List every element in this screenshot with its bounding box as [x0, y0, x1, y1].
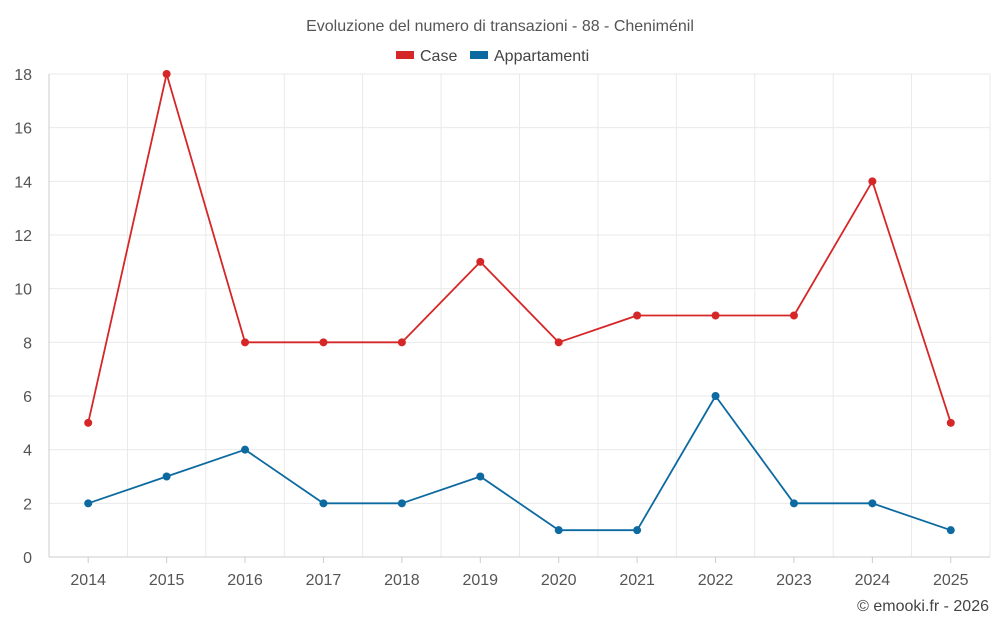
data-point-case[interactable] [868, 177, 877, 186]
legend-label-case: Case [420, 48, 457, 65]
x-tick-label: 2018 [384, 572, 420, 589]
series [84, 70, 955, 535]
data-point-case[interactable] [319, 338, 328, 347]
data-point-case[interactable] [554, 338, 563, 347]
x-tick-label: 2021 [619, 572, 655, 589]
grid [48, 73, 991, 557]
y-tick-label: 6 [23, 389, 32, 406]
y-tick-label: 12 [14, 228, 32, 245]
data-point-appartamenti[interactable] [633, 526, 642, 535]
data-point-appartamenti[interactable] [476, 472, 485, 481]
data-point-appartamenti[interactable] [946, 526, 955, 535]
data-point-appartamenti[interactable] [554, 526, 563, 535]
chart-title: Evoluzione del numero di transazioni - 8… [306, 18, 694, 35]
credit-text: © emooki.fr - 2026 [857, 598, 989, 615]
data-point-appartamenti[interactable] [789, 499, 798, 508]
x-tick-label: 2020 [541, 572, 577, 589]
series-line-appartamenti [87, 395, 952, 532]
x-tick-label: 2025 [933, 572, 969, 589]
x-tick-labels: 2014 2015 2016 2017 2018 2019 2020 2021 2022 2023… [70, 572, 968, 589]
y-tick-label: 14 [14, 174, 32, 191]
y-tick-label: 2 [23, 496, 32, 513]
y-tick-label: 0 [23, 550, 32, 567]
legend-item-case[interactable]: Case [396, 48, 457, 65]
data-point-case[interactable] [633, 311, 642, 320]
x-tick-label: 2019 [462, 572, 498, 589]
x-tick-label: 2022 [698, 572, 734, 589]
x-tick-label: 2023 [776, 572, 812, 589]
data-point-case[interactable] [397, 338, 406, 347]
data-point-appartamenti[interactable] [319, 499, 328, 508]
data-point-appartamenti[interactable] [397, 499, 406, 508]
y-tick-label: 10 [14, 282, 32, 299]
series-appartamenti [84, 392, 955, 535]
data-point-case[interactable] [476, 257, 485, 266]
data-point-appartamenti[interactable] [241, 445, 250, 454]
data-point-appartamenti[interactable] [711, 392, 720, 400]
data-point-appartamenti[interactable] [868, 499, 877, 508]
x-tick-label: 2016 [227, 572, 263, 589]
x-tick-label: 2017 [306, 572, 342, 589]
y-tick-label: 8 [23, 335, 32, 352]
data-point-case[interactable] [162, 70, 171, 78]
y-tick-label: 18 [14, 67, 32, 84]
legend-label-appartamenti: Appartamenti [494, 48, 589, 65]
data-point-case[interactable] [84, 418, 93, 427]
series-line-case [87, 73, 952, 424]
x-tick-label: 2014 [70, 572, 106, 589]
data-point-appartamenti[interactable] [162, 472, 171, 481]
x-tick-label: 2015 [149, 572, 185, 589]
data-point-case[interactable] [711, 311, 720, 320]
data-point-case[interactable] [789, 311, 798, 320]
axes [48, 74, 990, 563]
legend-swatch-case [396, 51, 414, 59]
data-point-case[interactable] [946, 418, 955, 427]
legend-swatch-appartamenti [470, 51, 488, 59]
legend-item-appartamenti[interactable]: Appartamenti [470, 48, 589, 65]
y-tick-label: 4 [23, 443, 32, 460]
legend: Case Appartamenti [396, 48, 589, 65]
y-tick-label: 16 [14, 121, 32, 138]
data-point-appartamenti[interactable] [84, 499, 93, 508]
series-case [84, 70, 955, 427]
data-point-case[interactable] [241, 338, 250, 347]
x-tick-label: 2024 [855, 572, 891, 589]
y-tick-labels: 0 2 4 6 8 10 12 14 16 18 [14, 67, 32, 567]
